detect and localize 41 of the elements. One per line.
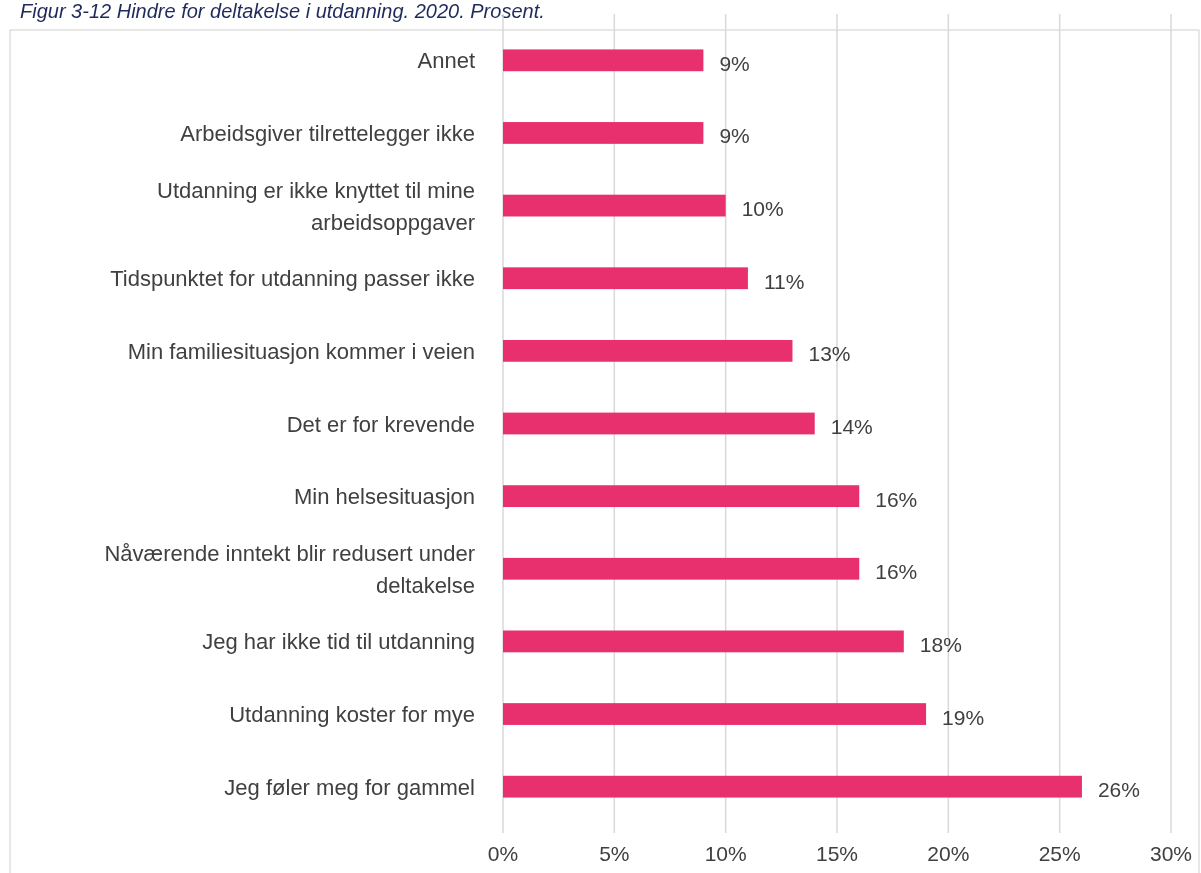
- bar: [503, 267, 748, 290]
- bar: [503, 339, 793, 362]
- data-label: 9%: [719, 51, 750, 75]
- data-label: 9%: [719, 124, 750, 148]
- bar: [503, 412, 815, 435]
- data-label: 10%: [741, 197, 784, 221]
- x-tick-label: 20%: [927, 842, 970, 865]
- data-label: 16%: [875, 560, 918, 584]
- y-tick-label: Nåværende inntekt blir redusert under deltakelse: [104, 540, 475, 598]
- bar: [503, 122, 704, 144]
- data-label: 11%: [763, 269, 805, 293]
- data-label: 19%: [942, 705, 985, 729]
- data-label: 26%: [1097, 778, 1140, 802]
- x-tick-label: 15%: [815, 842, 859, 865]
- y-tick-label: Utdanning koster for mye: [229, 701, 475, 727]
- y-tick-label: Det er for krevende: [286, 411, 475, 436]
- y-tick-label: Annet: [417, 47, 475, 73]
- data-label: 14%: [830, 415, 873, 438]
- y-tick-label: Min familiesituasjon kommer i veien: [127, 338, 475, 364]
- y-tick-label: Jeg føler meg for gammel: [224, 774, 475, 800]
- y-tick-label: Utdanning er ikke knyttet til mine arbeidsoppgaver: [157, 177, 475, 235]
- bar: [503, 703, 927, 725]
- x-tick-label: 10%: [704, 842, 747, 865]
- bar: [503, 630, 904, 653]
- x-tick-label: 5%: [599, 842, 630, 865]
- bar: [503, 485, 860, 508]
- x-tick-label: 0%: [487, 842, 519, 865]
- data-label: 16%: [875, 487, 918, 511]
- bar: [503, 557, 860, 580]
- y-tick-label: Min helsesituasjon: [294, 483, 475, 509]
- y-tick-label: Tidspunktet for utdanning passer ikke: [110, 265, 475, 291]
- y-tick-label: Arbeidsgiver tilrettelegger ikke: [180, 120, 475, 146]
- data-label: 18%: [919, 632, 962, 656]
- bar: [503, 194, 726, 217]
- bar: [503, 49, 704, 72]
- y-tick-label: Jeg har ikke tid til utdanning: [202, 628, 475, 654]
- x-tick-label: 30%: [1149, 842, 1193, 865]
- data-label: 13%: [808, 342, 851, 366]
- bar: [503, 775, 1082, 798]
- x-tick-label: 25%: [1038, 842, 1081, 865]
- text: Figur 3-12 Hindre for deltakelse i utdanning. 2020. Prosent.: [20, 0, 545, 23]
